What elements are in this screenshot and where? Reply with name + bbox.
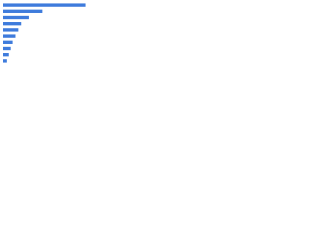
bar	[3, 40, 13, 44]
bar	[3, 53, 9, 57]
bar	[3, 3, 86, 7]
bar	[3, 59, 7, 63]
bar	[3, 34, 16, 38]
bar	[3, 22, 22, 26]
bar	[3, 46, 11, 51]
bar	[3, 28, 19, 32]
bar	[3, 15, 29, 20]
chart	[3, 3, 86, 63]
bar	[3, 9, 43, 13]
